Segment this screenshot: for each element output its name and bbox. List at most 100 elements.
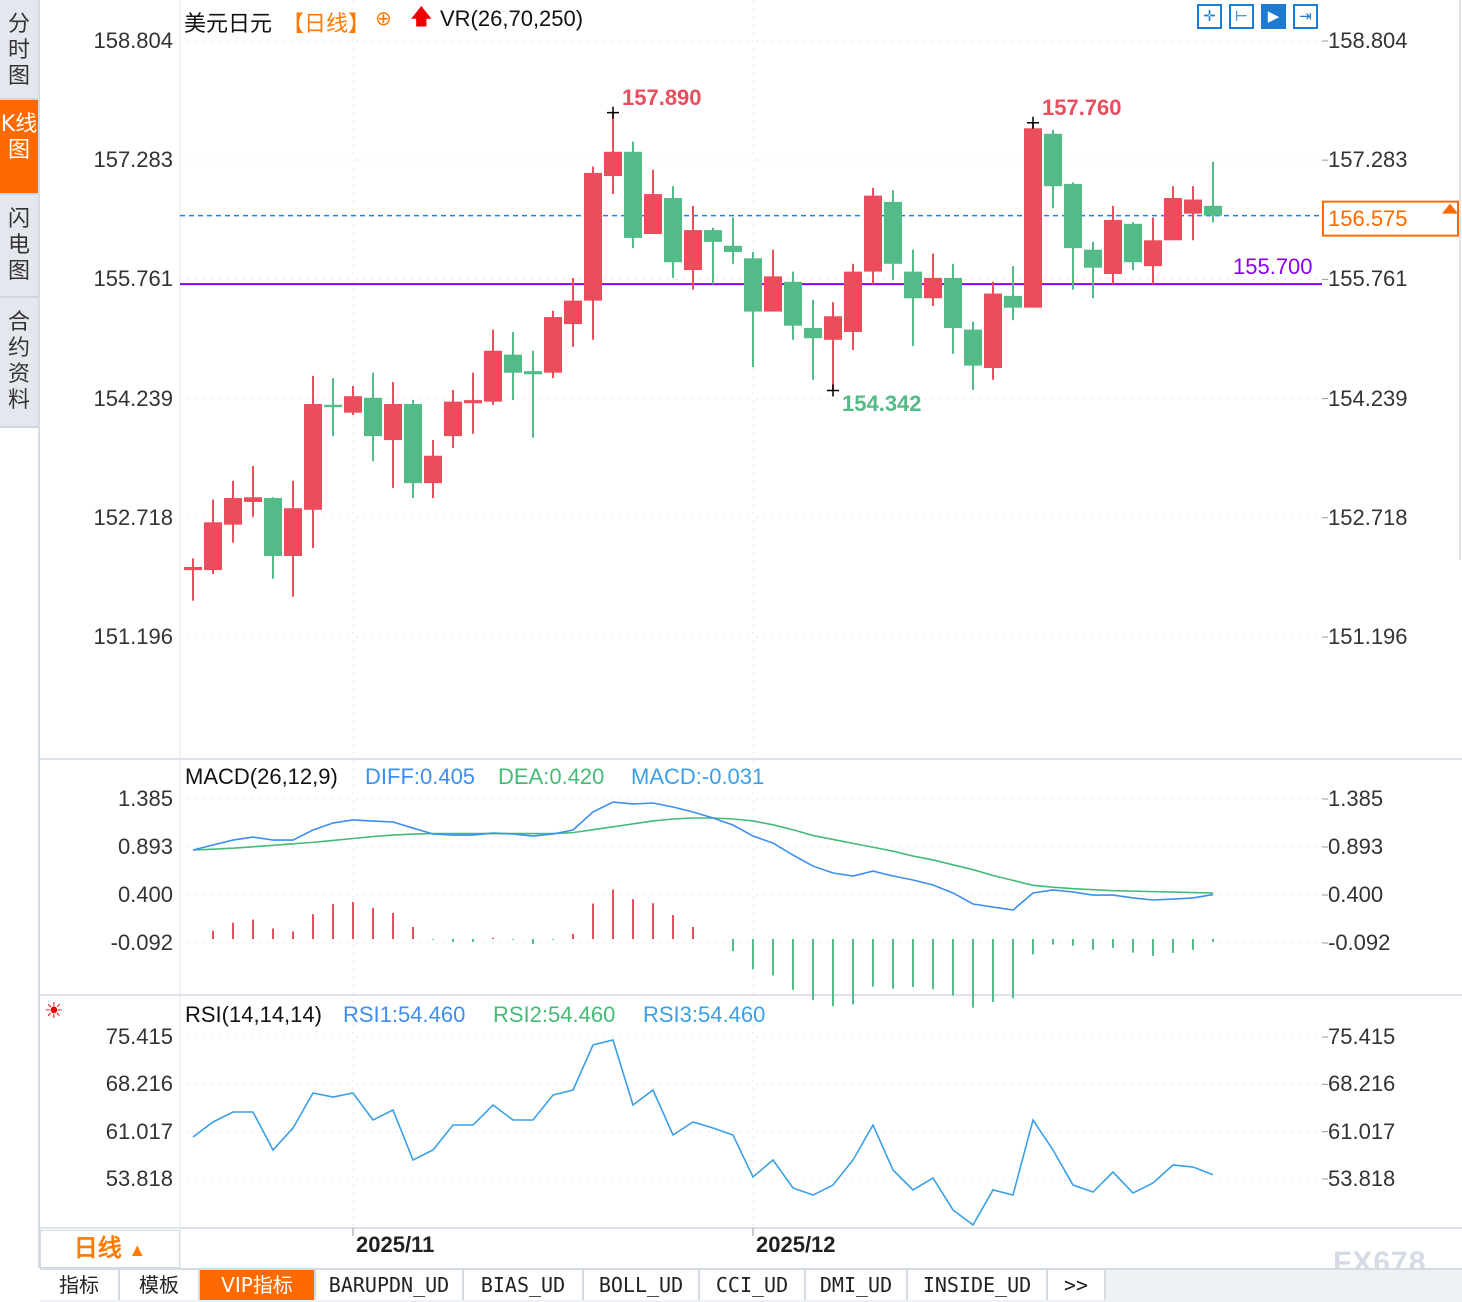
candle-down	[724, 245, 742, 253]
jump-to-end-icon[interactable]: ⇥	[1293, 4, 1318, 29]
price-right-tick-label: 152.718	[1328, 504, 1408, 530]
candle-up	[484, 350, 502, 402]
macd-legend-dea: DEA:0.420	[498, 764, 605, 789]
tab-vip-indicators[interactable]: VIP指标	[200, 1270, 316, 1300]
candle-up	[224, 498, 242, 525]
candle-up	[564, 300, 582, 325]
macd-title: MACD(26,12,9)	[185, 764, 338, 789]
candle-up	[1024, 128, 1042, 308]
indicator-settings-icon[interactable]: ☀	[44, 998, 64, 1023]
price-right-tick-label: 157.283	[1328, 147, 1408, 173]
candle-down	[364, 397, 382, 437]
symbol-title: 美元日元	[184, 11, 273, 36]
candle-up	[304, 404, 322, 510]
candle-up	[544, 317, 562, 373]
tab-more[interactable]: >>	[1048, 1270, 1106, 1300]
candle-up	[1164, 197, 1182, 241]
candle-up	[844, 271, 862, 332]
tab-indicators[interactable]: 指标	[40, 1270, 120, 1300]
arrow-up-icon: 🡅	[410, 4, 433, 29]
rsi-legend-rsi3: RSI3:54.460	[643, 1002, 766, 1027]
period-label[interactable]: 【日线】	[282, 11, 371, 36]
candle-down	[1124, 223, 1142, 263]
extreme-price-label: 157.890	[622, 84, 702, 110]
candle-up	[184, 566, 202, 571]
last-price-label: 156.575	[1328, 205, 1408, 231]
candle-up	[384, 404, 402, 441]
sidebar-tab-flash[interactable]: 闪电图	[0, 195, 38, 298]
candle-up	[1104, 219, 1122, 274]
rsi-line	[192, 1039, 1214, 1227]
dea-line	[192, 817, 1214, 894]
price-alert-arrow-icon	[1442, 203, 1458, 214]
rsi-left-tick-label: 61.017	[105, 1118, 173, 1144]
candle-down	[1204, 205, 1222, 216]
price-left-tick-label: 152.718	[93, 504, 173, 530]
diff-line	[192, 801, 1214, 911]
rsi-legend-rsi1: RSI1:54.460	[343, 1002, 466, 1027]
candle-down	[504, 354, 522, 373]
candle-down	[264, 498, 282, 556]
candle-up	[284, 508, 302, 556]
price-left-tick-label: 151.196	[93, 624, 173, 649]
sidebar-tab-timeshare[interactable]: 分时图	[0, 0, 38, 100]
extreme-marker	[1027, 116, 1039, 129]
sidebar: 分时图 K线图 闪电图 合约资料	[0, 0, 40, 1268]
tab-barupdn[interactable]: BARUPDN_UD	[316, 1270, 464, 1300]
candle-up	[824, 316, 842, 340]
extreme-price-label: 154.342	[842, 390, 922, 416]
rsi-right-tick-label: 53.818	[1328, 1166, 1396, 1191]
rsi-right-tick-label: 68.216	[1328, 1071, 1396, 1097]
candle-down	[664, 197, 682, 263]
candle-down	[1064, 183, 1082, 249]
tab-boll[interactable]: BOLL_UD	[584, 1270, 700, 1300]
candle-down	[944, 277, 962, 329]
macd-left-tick-label: 1.385	[117, 786, 173, 811]
chart-background	[40, 0, 1462, 1268]
tab-cci[interactable]: CCI_UD	[700, 1270, 806, 1300]
price-right-tick-label: 154.239	[1328, 385, 1408, 411]
candle-up	[464, 400, 482, 404]
candle-up	[684, 230, 702, 271]
tab-dmi[interactable]: DMI_UD	[806, 1270, 908, 1300]
price-left-tick-label: 158.804	[93, 28, 173, 53]
candle-up	[644, 194, 662, 235]
sidebar-tab-kline[interactable]: K线图	[0, 100, 38, 195]
tab-bias[interactable]: BIAS_UD	[464, 1270, 584, 1300]
candle-down	[404, 404, 422, 484]
macd-legend-macd: MACD:-0.031	[631, 764, 765, 789]
rsi-right-tick-label: 75.415	[1328, 1024, 1396, 1049]
range-select-icon[interactable]: ⊢	[1229, 4, 1254, 29]
macd-left-tick-label: -0.092	[110, 930, 173, 955]
tab-inside[interactable]: INSIDE_UD	[908, 1270, 1048, 1300]
period-select-label: 日线	[73, 1235, 122, 1262]
candle-up	[924, 277, 942, 299]
macd-right-tick-label: 0.400	[1328, 882, 1384, 908]
candle-down	[704, 230, 722, 242]
indicator-label[interactable]: VR(26,70,250)	[440, 6, 584, 31]
macd-left-tick-label: 0.400	[117, 882, 173, 908]
macd-right-tick-label: -0.092	[1328, 930, 1391, 955]
play-range-icon[interactable]: ▶	[1261, 4, 1286, 29]
price-right-tick-label: 151.196	[1328, 624, 1408, 649]
candle-down	[964, 329, 982, 366]
tab-templates[interactable]: 模板	[120, 1270, 200, 1300]
candle-down	[324, 404, 342, 408]
candle-up	[204, 522, 222, 571]
price-right-tick-label: 155.761	[1328, 266, 1408, 292]
candle-up	[764, 276, 782, 312]
macd-legend-diff: DIFF:0.405	[365, 764, 476, 789]
candle-down	[784, 281, 802, 326]
period-select-button[interactable]: 日线 ▲	[40, 1230, 180, 1268]
sidebar-tab-contract-info[interactable]: 合约资料	[0, 298, 38, 428]
candle-up	[1184, 199, 1202, 214]
add-indicator-icon[interactable]: ⊕	[375, 8, 392, 30]
x-tick-label: 2025/12	[756, 1232, 836, 1257]
candle-down	[744, 258, 762, 312]
candle-down	[1004, 295, 1022, 308]
crosshair-icon[interactable]: ✛	[1197, 4, 1222, 29]
rsi-left-tick-label: 53.818	[105, 1166, 173, 1191]
price-left-tick-label: 155.761	[93, 266, 173, 292]
macd-left-tick-label: 0.893	[117, 833, 173, 859]
